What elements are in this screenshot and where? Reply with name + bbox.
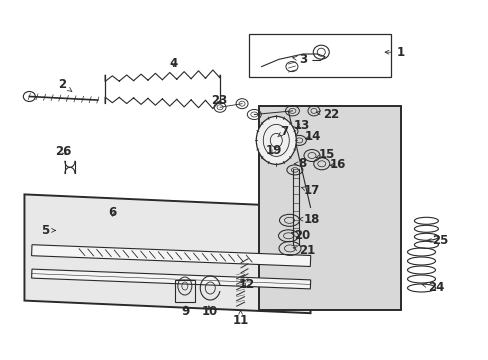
Text: 25: 25 (427, 234, 447, 247)
Bar (249, 34, 390, 77)
Text: 17: 17 (301, 184, 320, 197)
Text: 12: 12 (238, 278, 255, 291)
Text: 9: 9 (182, 305, 189, 318)
Text: 5: 5 (41, 224, 55, 237)
Polygon shape (24, 194, 310, 313)
Bar (175, 280, 194, 302)
Text: 16: 16 (328, 158, 345, 171)
Text: 21: 21 (292, 244, 315, 257)
Text: 4: 4 (169, 57, 177, 69)
Text: 10: 10 (202, 305, 218, 318)
Text: 8: 8 (294, 157, 305, 170)
Text: 18: 18 (299, 213, 320, 226)
Text: 11: 11 (232, 310, 248, 327)
Text: 20: 20 (291, 229, 310, 242)
Polygon shape (32, 245, 310, 266)
Text: 2: 2 (59, 78, 72, 91)
Text: 24: 24 (421, 281, 444, 294)
Text: 22: 22 (316, 108, 339, 121)
Text: 15: 15 (315, 148, 334, 161)
Text: 13: 13 (293, 119, 310, 132)
Bar (259, 106, 400, 310)
Text: 6: 6 (108, 206, 116, 219)
Text: 1: 1 (384, 46, 404, 59)
Text: 7: 7 (277, 125, 288, 138)
Ellipse shape (256, 116, 296, 165)
Text: 26: 26 (55, 145, 72, 158)
Text: 19: 19 (265, 144, 282, 157)
Text: 23: 23 (210, 94, 227, 107)
Text: 3: 3 (292, 53, 306, 66)
Text: 14: 14 (304, 130, 321, 143)
Polygon shape (32, 269, 310, 289)
